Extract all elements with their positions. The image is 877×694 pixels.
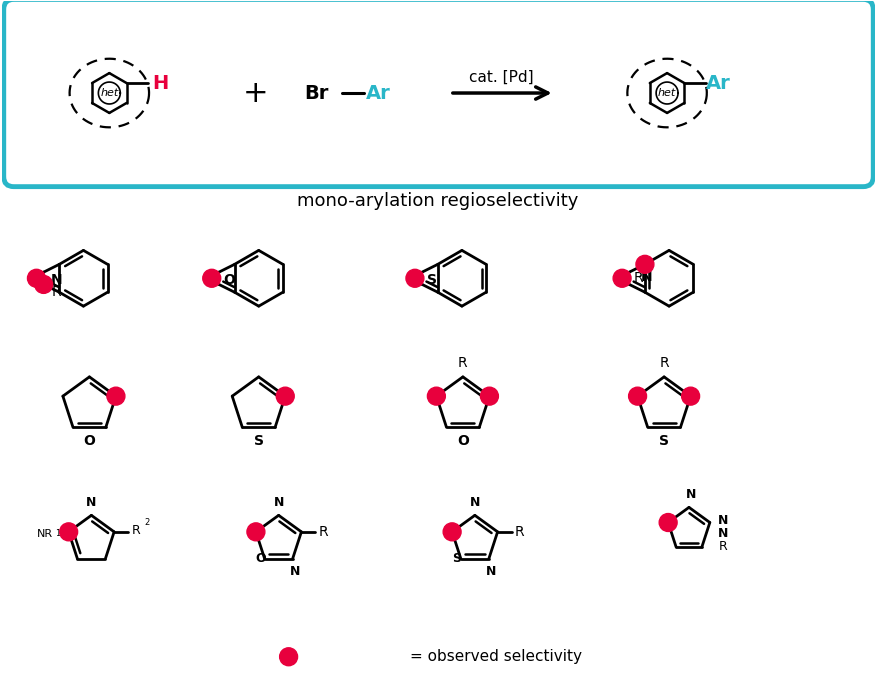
Text: R: R [633,271,643,285]
Circle shape [681,387,700,405]
Text: N: N [86,496,96,509]
Text: R: R [132,525,140,537]
Circle shape [443,523,461,541]
Text: R: R [458,356,467,370]
Text: mono-arylation regioselectivity: mono-arylation regioselectivity [297,192,579,210]
Text: NR: NR [37,529,53,539]
Text: Br: Br [304,83,329,103]
Text: O: O [457,434,469,448]
Circle shape [613,269,631,287]
Text: het: het [658,88,676,98]
Text: R: R [318,525,328,539]
Text: N: N [51,273,62,287]
Circle shape [660,514,677,532]
Text: N: N [717,527,728,540]
Text: N: N [686,488,696,501]
Circle shape [629,387,646,405]
Text: Ar: Ar [706,74,731,92]
Text: N: N [289,565,300,578]
FancyBboxPatch shape [4,0,873,187]
Circle shape [247,523,265,541]
Text: Ar: Ar [366,83,390,103]
Circle shape [203,269,221,287]
Text: S: S [253,434,264,448]
Text: S: S [427,273,437,287]
Text: S: S [660,434,669,448]
Text: cat. [Pd]: cat. [Pd] [469,69,534,85]
Text: N: N [274,496,284,509]
Text: O: O [223,273,235,287]
Text: R: R [660,356,669,370]
Text: = observed selectivity: = observed selectivity [410,650,582,664]
Circle shape [406,269,424,287]
Text: N: N [641,270,652,285]
Circle shape [636,255,654,273]
Text: N: N [486,565,496,578]
Text: R: R [52,285,61,299]
Text: N: N [717,514,728,527]
Text: O: O [255,552,266,565]
Circle shape [27,269,46,287]
Text: R: R [515,525,524,539]
Text: H: H [153,74,168,92]
Circle shape [60,523,78,541]
Circle shape [107,387,125,405]
Circle shape [276,387,294,405]
Text: O: O [83,434,96,448]
Circle shape [35,276,53,294]
Text: 2: 2 [144,518,149,527]
Text: 1: 1 [54,529,60,538]
Text: R: R [718,540,727,553]
Circle shape [481,387,498,405]
Text: N: N [470,496,480,509]
Circle shape [280,648,297,666]
Text: S: S [452,552,461,565]
Circle shape [427,387,446,405]
Text: +: + [243,78,268,108]
Text: het: het [100,88,118,98]
